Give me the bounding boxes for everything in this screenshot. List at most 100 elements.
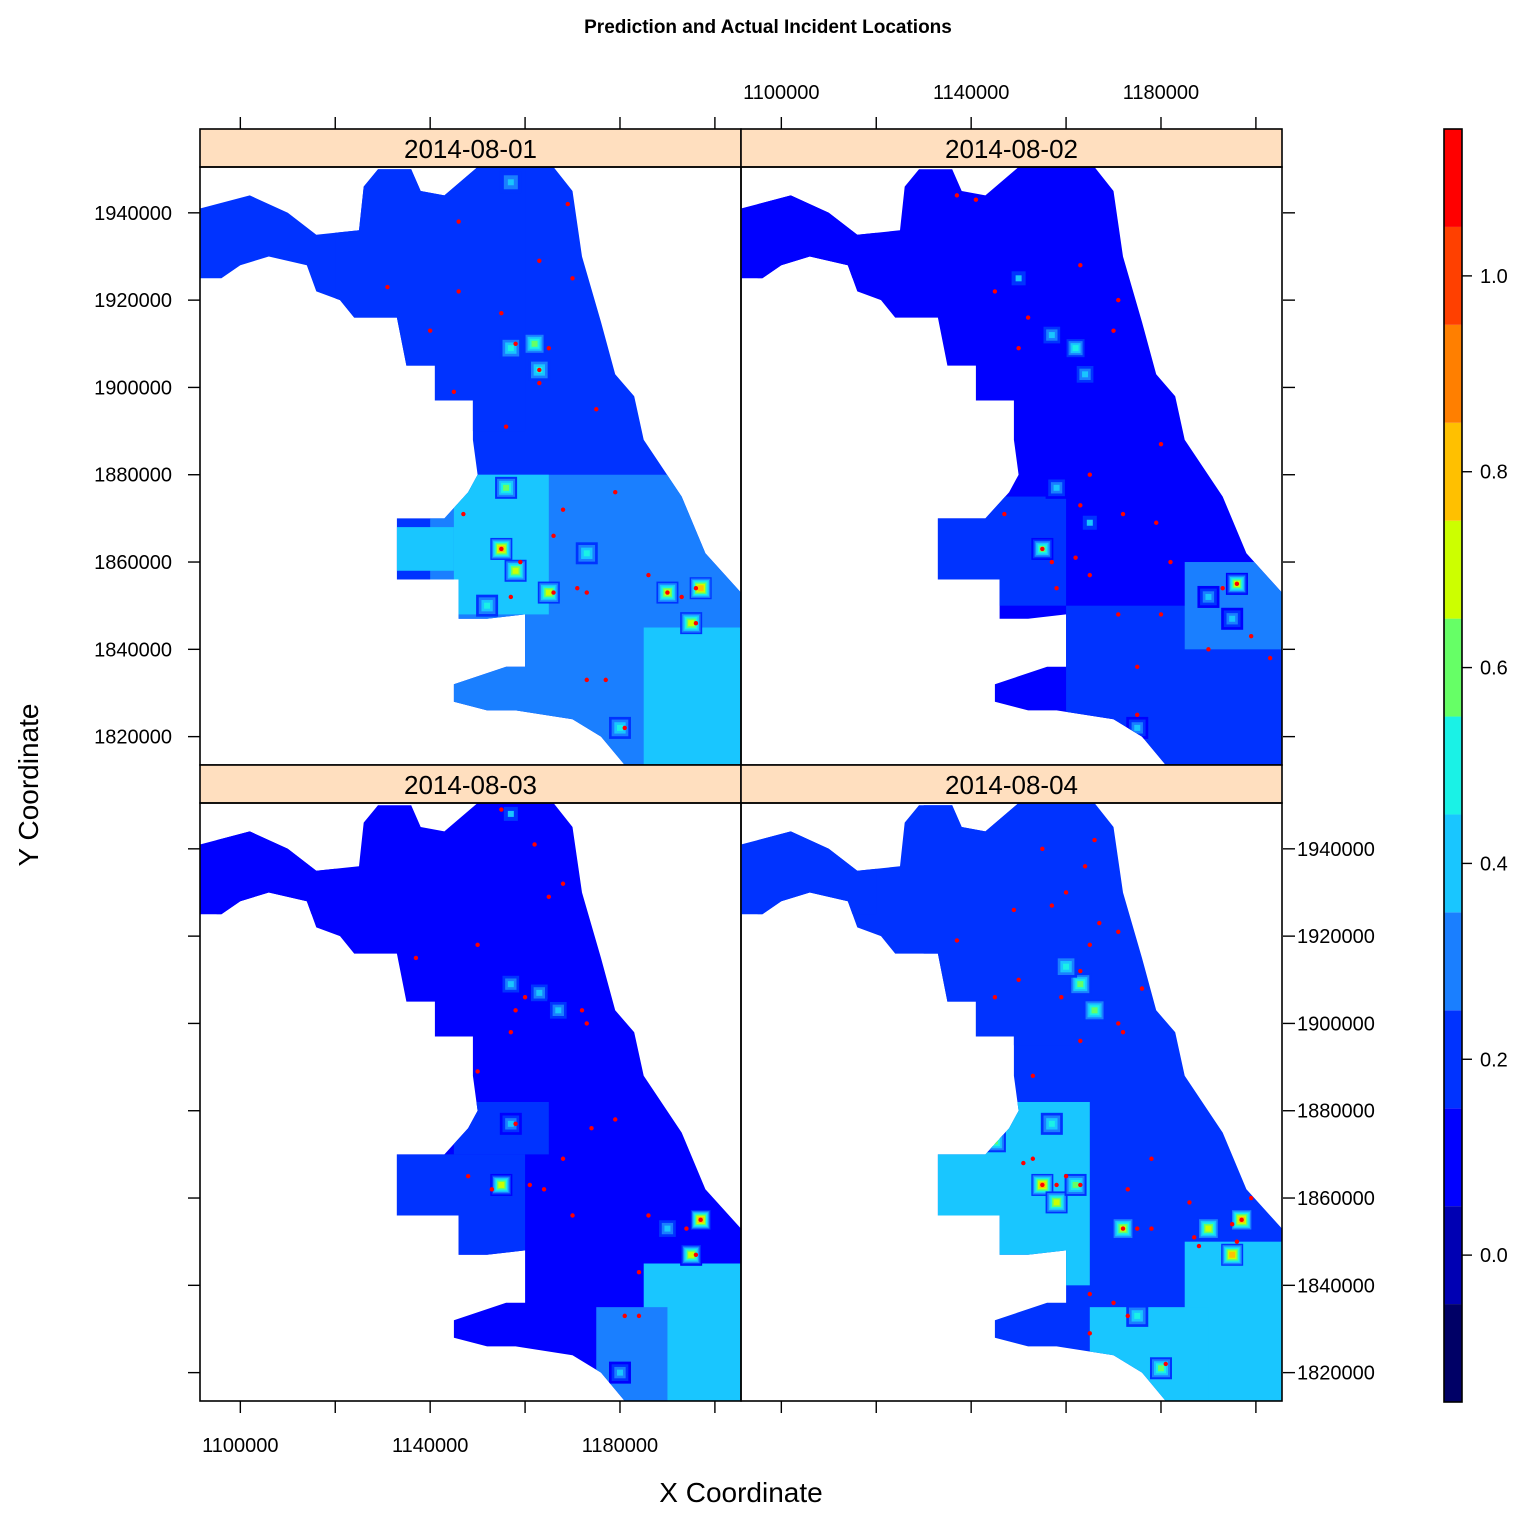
incident-point	[541, 1187, 547, 1192]
incident-point	[1111, 1300, 1116, 1305]
incident-point	[1054, 586, 1059, 591]
colorbar-tick-label: 0.0	[1480, 1245, 1508, 1267]
incident-point	[1116, 1021, 1121, 1026]
hotspot	[537, 581, 560, 604]
incident-point	[1192, 1235, 1197, 1240]
incident-point	[499, 807, 504, 812]
incident-point	[413, 955, 419, 961]
incident-point	[456, 219, 461, 224]
incident-point	[499, 311, 504, 316]
tick-label: 1100000	[202, 1435, 278, 1457]
incident-point	[475, 1069, 480, 1074]
hotspot	[1064, 1173, 1087, 1196]
incident-point	[1002, 511, 1007, 517]
hotspot	[1078, 511, 1101, 534]
incident-point	[584, 1021, 589, 1026]
incident-point	[551, 533, 556, 539]
hotspot	[499, 1112, 522, 1135]
tick-label: 1900000	[94, 377, 172, 399]
incident-point	[1078, 503, 1083, 508]
incident-point	[1073, 555, 1078, 560]
incident-point	[537, 258, 542, 264]
hotspot	[1126, 1304, 1149, 1327]
incident-point	[1016, 345, 1021, 351]
incident-point	[1120, 1226, 1126, 1231]
panel-frame	[740, 802, 1283, 1402]
incident-point	[579, 1008, 585, 1013]
incident-point	[1116, 929, 1121, 934]
incident-point	[456, 289, 461, 294]
incident-point	[1120, 511, 1126, 517]
hotspot	[689, 577, 712, 600]
hotspot	[1197, 1217, 1220, 1240]
incident-point	[646, 1213, 651, 1218]
tick-label: 1900000	[1297, 1013, 1375, 1035]
hotspot	[490, 1173, 513, 1196]
incident-point	[1248, 634, 1254, 639]
hotspot	[608, 1361, 631, 1384]
incident-point	[636, 1270, 642, 1275]
incident-point	[1078, 1038, 1083, 1044]
tick-label: 1840000	[94, 639, 172, 661]
tick-label: 1880000	[1297, 1101, 1375, 1123]
incident-point	[532, 842, 537, 847]
tick-label: 1100000	[743, 82, 819, 104]
incident-point	[1097, 920, 1102, 926]
tick-label: 1840000	[1297, 1275, 1375, 1297]
incident-point	[465, 1174, 471, 1179]
incident-point	[518, 559, 523, 565]
hotspot	[547, 999, 570, 1022]
incident-point	[475, 942, 480, 948]
incident-point	[1149, 1156, 1154, 1161]
region-cell	[643, 627, 741, 765]
incident-point	[1021, 1160, 1026, 1166]
colorbar-swatch	[1444, 1010, 1462, 1109]
incident-point	[513, 1008, 518, 1013]
incident-point	[584, 677, 589, 683]
incident-point	[584, 590, 589, 595]
incident-point	[1248, 1195, 1254, 1201]
incident-point	[613, 1117, 618, 1122]
hotspot	[523, 332, 546, 355]
panel-date-label: 2014-08-01	[404, 134, 537, 164]
hotspot	[504, 559, 527, 582]
incident-point	[1063, 1174, 1069, 1179]
hotspot	[575, 542, 598, 565]
colorbar-tick-label: 0.2	[1480, 1049, 1508, 1071]
panel-date-label: 2014-08-02	[945, 134, 1078, 164]
incident-point	[1049, 559, 1055, 565]
y-axis-title: Y Coordinate	[13, 704, 44, 867]
incident-point	[560, 881, 566, 886]
hotspot	[476, 594, 499, 617]
tick-label: 1860000	[1297, 1188, 1375, 1210]
incident-point	[1111, 328, 1116, 333]
incident-point	[570, 276, 575, 281]
incident-point	[693, 1252, 699, 1257]
panel-date-label: 2014-08-04	[945, 770, 1078, 800]
incident-point	[1087, 472, 1093, 477]
incident-point	[1116, 297, 1121, 303]
hotspot	[1007, 267, 1030, 290]
hotspot	[499, 803, 522, 825]
colorbar-tick-label: 0.8	[1480, 462, 1508, 484]
incident-point	[1078, 1182, 1083, 1188]
incident-point	[1267, 655, 1273, 661]
chart-title: Prediction and Actual Incident Locations	[584, 17, 952, 38]
tick-label: 1940000	[94, 203, 172, 225]
incident-point	[1158, 612, 1164, 617]
tick-label: 1140000	[392, 1435, 468, 1457]
incident-point	[537, 367, 542, 373]
incident-point	[1040, 546, 1045, 552]
incident-point	[636, 1313, 642, 1319]
tick-label: 1180000	[1123, 82, 1199, 104]
colorbar-frame	[1443, 128, 1463, 1403]
incident-point	[461, 511, 466, 517]
incident-point	[1139, 986, 1145, 991]
incident-point	[537, 380, 542, 386]
incident-point	[1030, 1156, 1036, 1161]
incident-point	[1087, 572, 1093, 578]
incident-point	[1016, 977, 1021, 982]
incident-point	[1135, 1226, 1140, 1231]
incident-point	[1125, 1187, 1130, 1192]
incident-point	[1087, 1331, 1093, 1336]
